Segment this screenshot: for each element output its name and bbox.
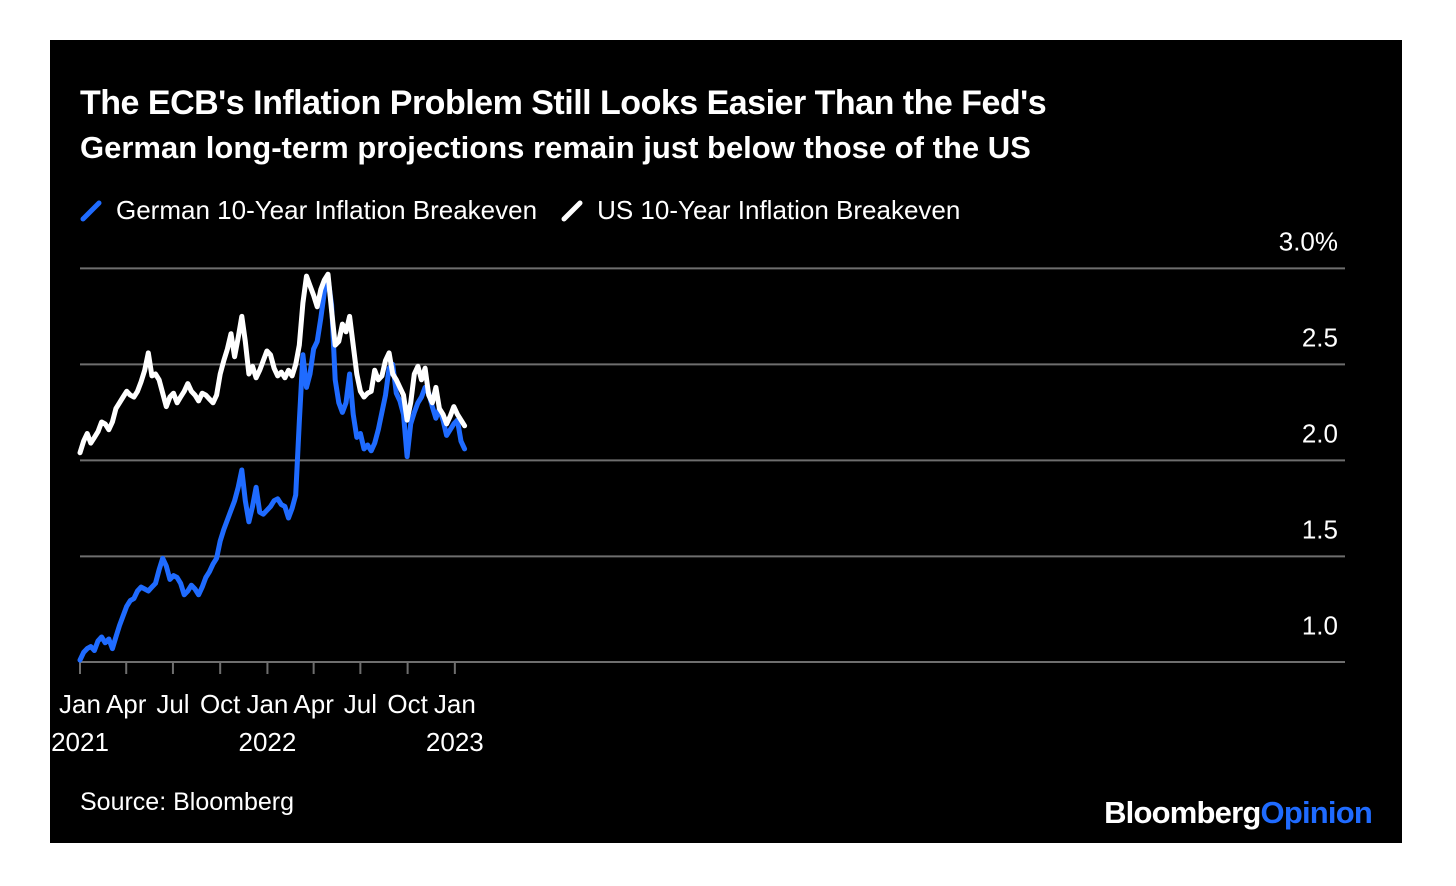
x-tick-year-label: 2022 — [239, 727, 297, 757]
x-tick-label: Jul — [344, 689, 377, 719]
chart-card: The ECB's Inflation Problem Still Looks … — [50, 40, 1402, 843]
gridlines — [80, 267, 1345, 558]
x-tick-year-label: 2023 — [426, 727, 484, 757]
source-note: Source: Bloomberg — [80, 788, 295, 816]
y-tick-label: 1.5 — [1302, 514, 1338, 544]
x-tick-label: Jul — [156, 689, 189, 719]
series-line-german — [77, 275, 468, 663]
y-tick-label: 3.0% — [1279, 226, 1338, 256]
brand-logo-opinion: Opinion — [1260, 795, 1373, 830]
slash-line-icon — [80, 200, 102, 221]
x-tick-label: Jan — [59, 689, 101, 719]
y-tick-label: 1.0 — [1302, 610, 1338, 640]
brand-logo-bloomberg: Bloomberg — [1104, 795, 1261, 830]
series-line-us — [77, 271, 468, 456]
x-tick-label: Jan — [246, 689, 288, 719]
chart-title: The ECB's Inflation Problem Still Looks … — [80, 84, 1047, 122]
legend-item-german: German 10-Year Inflation Breakeven — [80, 195, 537, 226]
y-tick-label: 2.0 — [1302, 418, 1338, 448]
x-tick-label: Apr — [293, 689, 334, 719]
y-axis: 3.0% 2.5 2.0 1.5 1.0 — [1279, 226, 1338, 640]
x-tick-year-label: 2021 — [51, 727, 109, 757]
brand-logo: BloombergOpinion — [1104, 795, 1373, 831]
x-tick-label: Apr — [106, 689, 147, 719]
legend-label-german: German 10-Year Inflation Breakeven — [116, 195, 538, 225]
y-tick-label: 2.5 — [1302, 322, 1338, 352]
x-tick-label: Oct — [200, 689, 241, 719]
legend-label-us: US 10-Year Inflation Breakeven — [597, 195, 961, 225]
series-lines — [77, 271, 468, 663]
legend: German 10-Year Inflation Breakeven US 10… — [80, 195, 984, 226]
x-tick-label: Oct — [387, 689, 428, 719]
x-tick-label: Jan — [434, 689, 476, 719]
slash-line-icon — [561, 200, 583, 221]
chart-subtitle: German long-term projections remain just… — [80, 130, 1031, 165]
legend-item-us: US 10-Year Inflation Breakeven — [561, 195, 960, 226]
